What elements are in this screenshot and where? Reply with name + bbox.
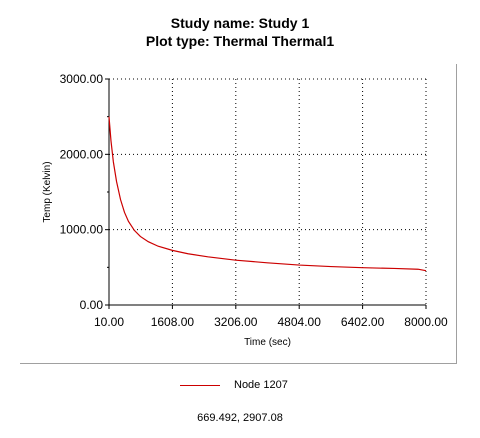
legend-label-node-1207: Node 1207	[234, 379, 288, 391]
cursor-readout: 669.492, 2907.08	[197, 412, 283, 424]
legend: Node 1207	[180, 377, 288, 393]
legend-swatch-node-1207	[180, 384, 220, 386]
y-tick-label: 2000.00	[60, 147, 104, 161]
x-tick-label: 1608.00	[151, 315, 195, 329]
x-tick-label: 6402.00	[341, 315, 385, 329]
x-tick-label: 4804.00	[278, 315, 322, 329]
chart-subtitle: Plot type: Thermal Thermal1	[145, 33, 335, 49]
plot-frame	[20, 64, 457, 364]
x-tick-label: 3206.00	[214, 315, 258, 329]
series-line-node-1207	[108, 116, 427, 272]
x-axis-label: Time (sec)	[244, 337, 291, 348]
chart-title-block: Study name: Study 1 Plot type: Thermal T…	[0, 14, 480, 50]
x-tick-label: 10.00	[94, 315, 124, 329]
chart-title: Study name: Study 1	[170, 15, 310, 31]
y-tick-label: 1000.00	[60, 223, 104, 237]
y-tick-label: 3000.00	[60, 72, 104, 86]
y-axis-label: Temp (Kelvin)	[42, 161, 53, 222]
x-tick-label: 8000.00	[404, 315, 448, 329]
y-tick-label: 0.00	[80, 298, 104, 312]
